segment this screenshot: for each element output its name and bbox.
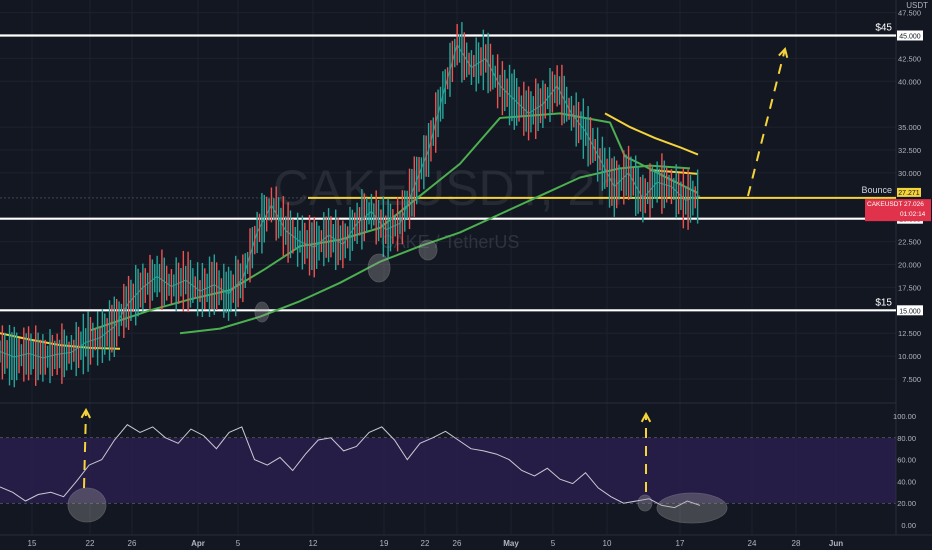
ma-yellow-flat <box>649 169 699 175</box>
rsi-band <box>0 438 896 503</box>
projection-arrow <box>747 48 786 197</box>
y-tick-label: 30.000 <box>898 169 921 178</box>
x-tick-label: Apr <box>191 539 205 548</box>
x-tick-label: 17 <box>676 539 685 548</box>
x-tick-label: 5 <box>551 539 556 548</box>
x-tick-label: 10 <box>603 539 612 548</box>
highlight-ellipse <box>656 492 728 524</box>
rsi-tick-label: 20.00 <box>897 499 916 508</box>
highlight-ellipse <box>67 487 107 523</box>
bounce-price-tag <box>897 187 921 197</box>
highlight-ellipse <box>418 239 438 261</box>
x-tick-label: 26 <box>453 539 462 548</box>
x-tick-label: 22 <box>86 539 95 548</box>
rsi-line <box>0 424 701 509</box>
y-tick-label: 10.000 <box>898 352 921 361</box>
bounce-price-text: 27.271 <box>898 190 920 197</box>
y-tick-label: 42.500 <box>898 54 921 63</box>
level-label: $15 <box>875 297 892 308</box>
rsi-arrow-left <box>83 409 87 489</box>
level-price-text: 45.000 <box>899 34 921 41</box>
projection-arrow-head <box>778 46 789 58</box>
x-tick-label: May <box>503 539 519 548</box>
last-price-value: · 27.026 <box>900 201 924 208</box>
last-price-tag <box>865 199 931 222</box>
x-tick-label: 26 <box>128 539 137 548</box>
rsi-tick-label: 100.00 <box>893 412 916 421</box>
currency-label: USDT <box>906 1 928 10</box>
ma-green-slow <box>179 164 691 335</box>
rsi-arrow-right-head <box>640 411 652 423</box>
rsi-arrow-left-head <box>80 407 92 419</box>
rsi-tick-label: 80.00 <box>897 434 916 443</box>
rsi-tick-label: 40.00 <box>897 477 916 486</box>
x-tick-label: 28 <box>792 539 801 548</box>
x-tick-label: Jun <box>829 539 843 548</box>
y-tick-label: 35.000 <box>898 123 921 132</box>
level-label: $45 <box>875 23 892 34</box>
y-tick-label: 20.000 <box>898 261 921 270</box>
x-tick-label: 15 <box>28 539 37 548</box>
y-tick-label: 7.500 <box>902 375 921 384</box>
highlight-ellipse <box>367 253 391 283</box>
watermark-symbol: CAKEUSDT, 2h <box>273 160 623 216</box>
y-tick-label: 32.500 <box>898 146 921 155</box>
x-tick-label: 22 <box>421 539 430 548</box>
y-tick-label: 17.500 <box>898 283 921 292</box>
x-tick-label: 5 <box>236 539 241 548</box>
last-price-countdown: 01:02:14 <box>900 211 926 218</box>
y-tick-label: 22.500 <box>898 238 921 247</box>
y-tick-label: 47.500 <box>898 9 921 18</box>
x-tick-label: 19 <box>380 539 389 548</box>
rsi-tick-label: 0.00 <box>901 521 916 530</box>
level-price-text: 15.000 <box>899 308 921 315</box>
highlight-ellipse <box>254 301 270 323</box>
x-tick-label: 24 <box>748 539 757 548</box>
y-tick-label: 12.500 <box>898 329 921 338</box>
bounce-level-label: Bounce <box>861 185 892 195</box>
last-price-symbol: CAKEUSDT <box>867 201 902 208</box>
level-price-tag <box>897 30 923 41</box>
rsi-tick-label: 60.00 <box>897 456 916 465</box>
level-price-tag <box>897 305 923 316</box>
highlight-ellipse <box>637 494 653 512</box>
x-tick-label: 12 <box>309 539 318 548</box>
ma-yellow-recent <box>604 112 699 156</box>
y-tick-label: 40.000 <box>898 77 921 86</box>
